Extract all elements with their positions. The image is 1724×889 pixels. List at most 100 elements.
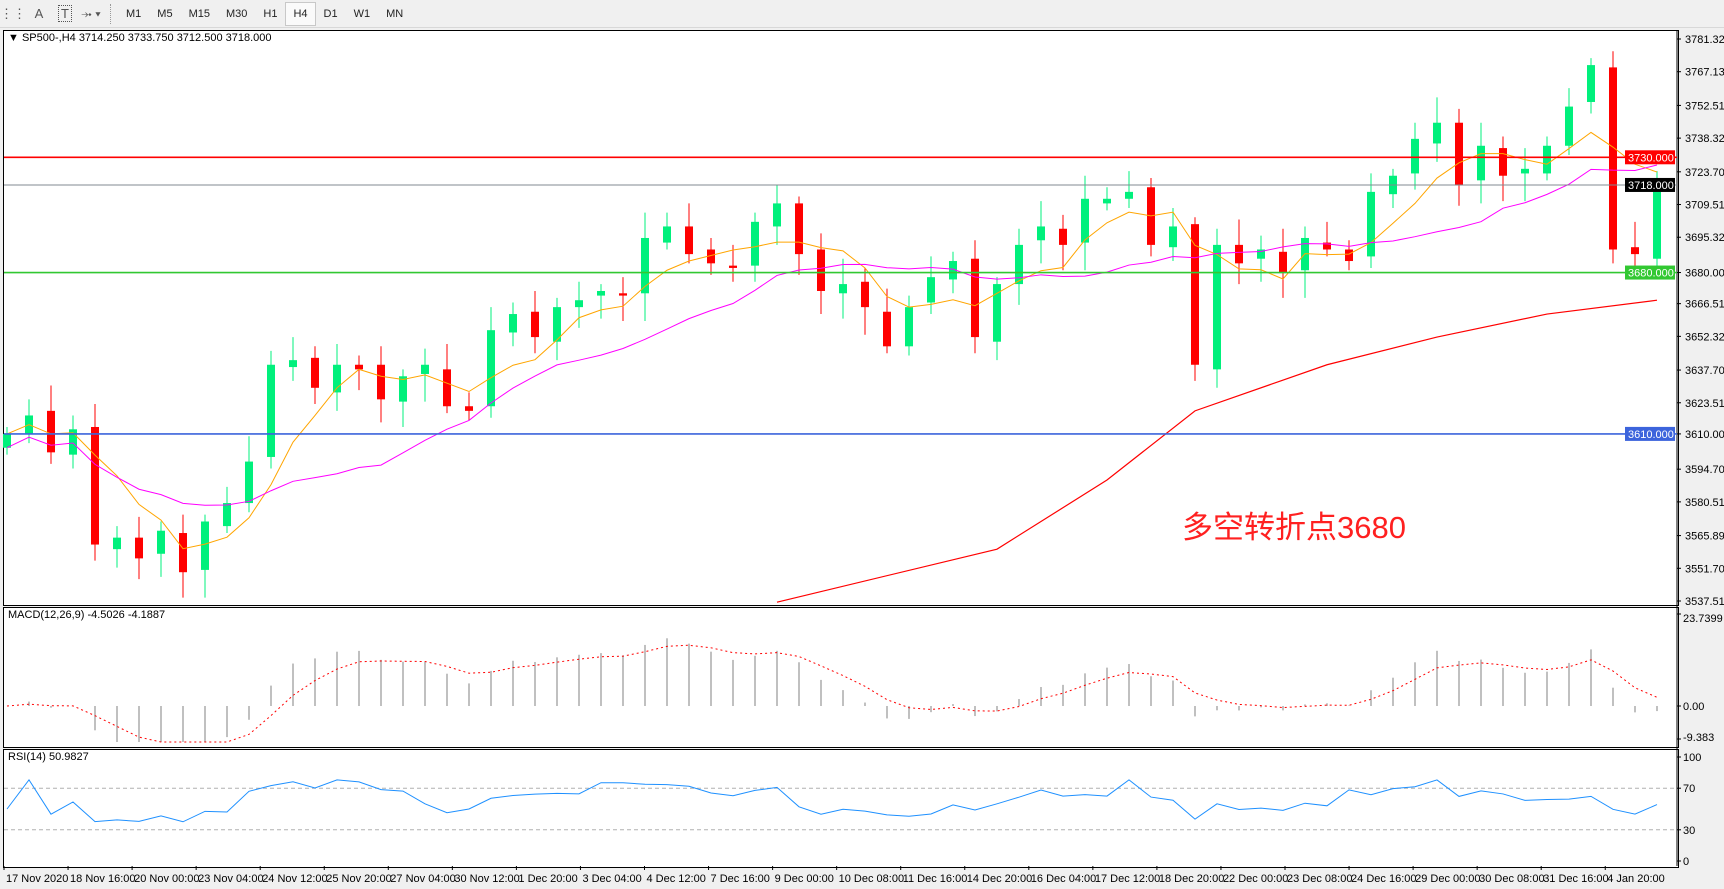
- candle: [553, 307, 561, 342]
- candle: [1455, 122, 1463, 185]
- price-tick-label: 3695.320: [1685, 232, 1724, 244]
- candle: [773, 203, 781, 227]
- candle: [1169, 226, 1177, 248]
- candle: [135, 537, 143, 559]
- candle: [531, 311, 539, 338]
- time-axis-label: 24 Nov 12:00: [262, 873, 327, 885]
- timeframe-m5[interactable]: M5: [157, 7, 173, 20]
- timeframe-m1[interactable]: M1: [126, 7, 142, 20]
- macd-axis-label: 23.7399: [1683, 613, 1723, 625]
- candle: [443, 369, 451, 407]
- time-axis-label: 14 Dec 20:00: [967, 873, 1032, 885]
- price-tick-label: 3594.700: [1685, 464, 1724, 476]
- time-axis-label: 30 Dec 08:00: [1479, 873, 1544, 885]
- price-tick-label: 3580.510: [1685, 497, 1724, 509]
- price-tick-label: 3781.320: [1685, 34, 1724, 46]
- candle: [3, 433, 11, 448]
- price-tick-label: 3666.510: [1685, 299, 1724, 311]
- candle: [839, 284, 847, 294]
- level-price-tag: [1625, 150, 1675, 165]
- candle: [1499, 148, 1507, 176]
- candle: [971, 258, 979, 338]
- time-axis-label: 17 Dec 12:00: [1095, 873, 1160, 885]
- time-axis-label: 16 Dec 04:00: [1031, 873, 1096, 885]
- time-axis-label: 29 Dec 00:00: [1415, 873, 1480, 885]
- rsi-axis-label: 30: [1683, 825, 1695, 837]
- candle: [685, 226, 693, 255]
- time-axis-label: 4 Jan 20:00: [1607, 873, 1665, 885]
- candle: [487, 330, 495, 407]
- price-tick-label: 3537.510: [1685, 596, 1724, 608]
- candle: [1103, 198, 1111, 204]
- candle: [1521, 168, 1529, 174]
- candle: [1125, 191, 1133, 199]
- macd-panel[interactable]: [3, 607, 1679, 748]
- candle: [311, 357, 319, 388]
- time-axis-label: 20 Nov 00:00: [134, 873, 199, 885]
- time-axis-label: 3 Dec 04:00: [582, 873, 641, 885]
- rsi-axis-label: 70: [1683, 783, 1695, 795]
- timeframe-m15[interactable]: M15: [188, 7, 210, 20]
- level-price-label: 3680.000: [1628, 268, 1674, 280]
- time-axis-label: 25 Nov 20:00: [326, 873, 391, 885]
- time-axis-label: 7 Dec 16:00: [711, 873, 770, 885]
- macd-axis-label: 0.00: [1683, 701, 1704, 713]
- candle: [1565, 106, 1573, 146]
- candle: [641, 237, 649, 294]
- candle: [1015, 244, 1023, 285]
- time-axis-label: 23 Dec 08:00: [1287, 873, 1352, 885]
- text-icon[interactable]: A: [34, 6, 44, 21]
- candle: [1257, 249, 1265, 259]
- candle: [949, 261, 957, 280]
- toolbar-separator: [110, 3, 112, 24]
- timeframe-h1[interactable]: H1: [263, 7, 278, 20]
- ma-long-line: [776, 299, 1658, 603]
- price-tick-label: 3752.510: [1685, 100, 1724, 112]
- candle: [883, 311, 891, 347]
- candle: [69, 429, 77, 455]
- time-axis-label: 27 Nov 04:00: [390, 873, 455, 885]
- candle: [1587, 65, 1595, 102]
- time-axis-label: 23 Nov 04:00: [198, 873, 263, 885]
- time-axis-label: 18 Dec 20:00: [1159, 873, 1224, 885]
- candle: [1367, 191, 1375, 257]
- timeframe-mn[interactable]: MN: [386, 7, 404, 20]
- candle: [289, 360, 297, 368]
- candle: [861, 281, 869, 308]
- candle: [1037, 226, 1045, 241]
- price-chart-panel[interactable]: [3, 30, 1679, 606]
- grid-lines-icon[interactable]: ⋮⋮: [0, 5, 26, 21]
- ma-fast-line: [6, 131, 1658, 550]
- timeframe-w1[interactable]: W1: [353, 7, 371, 20]
- candle: [729, 265, 737, 268]
- price-tick-label: 3565.890: [1685, 531, 1724, 543]
- candle: [245, 461, 253, 504]
- arrows-icon[interactable]: ⤞ ▾: [81, 5, 101, 21]
- timeframe-d1[interactable]: D1: [323, 7, 338, 20]
- price-tick-label: 3551.700: [1685, 563, 1724, 575]
- time-axis-label: 4 Dec 12:00: [647, 873, 706, 885]
- timeframe-h4[interactable]: H4: [285, 1, 316, 26]
- candle: [1433, 122, 1441, 144]
- candle: [1059, 228, 1067, 245]
- candle: [1323, 242, 1331, 250]
- candle: [751, 221, 759, 266]
- rsi-panel[interactable]: [3, 749, 1679, 868]
- candle: [201, 521, 209, 570]
- candle: [1609, 67, 1617, 250]
- candle: [817, 249, 825, 291]
- price-tick-label: 3767.130: [1685, 67, 1724, 79]
- candle: [113, 537, 121, 550]
- macd-label: MACD(12,26,9) -4.5026 -4.1887: [8, 609, 166, 621]
- toolbar: ⋮⋮ A T ⤞ ▾ M1 M5 M15 M30 H1 H4 D1 W1 MN: [0, 0, 1724, 28]
- level-price-tag: [1625, 426, 1675, 441]
- text-label-icon[interactable]: T: [52, 3, 78, 25]
- candle: [1081, 198, 1089, 243]
- timeframe-m30[interactable]: M30: [225, 7, 248, 20]
- candle: [905, 307, 913, 347]
- time-axis-label: 22 Dec 00:00: [1223, 873, 1288, 885]
- level-price-tag: [1625, 265, 1675, 280]
- candle: [1235, 244, 1243, 264]
- candle: [1191, 224, 1199, 365]
